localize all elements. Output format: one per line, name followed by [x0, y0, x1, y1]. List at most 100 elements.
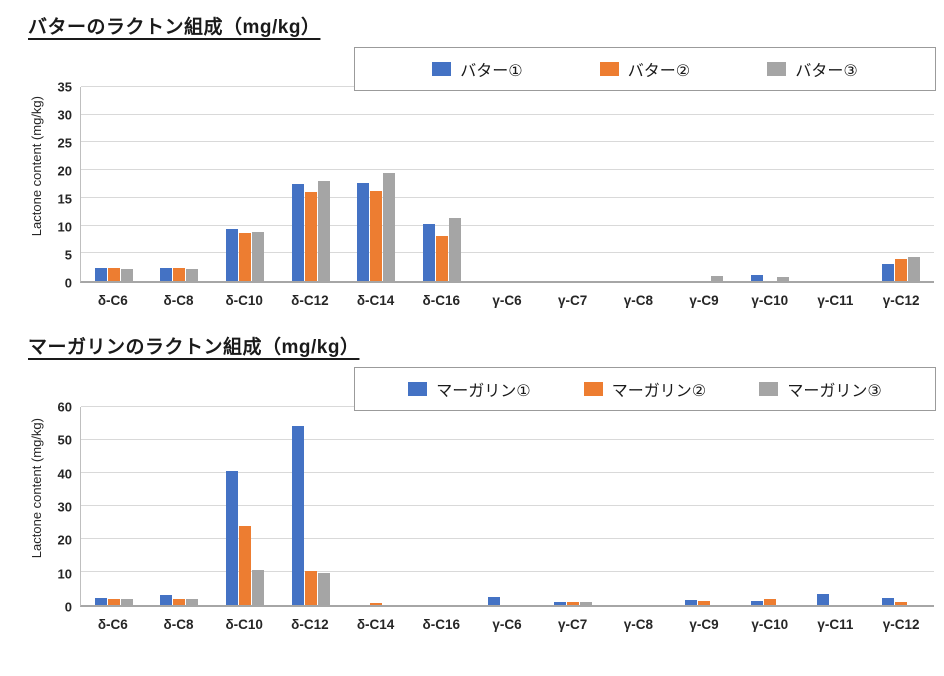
x-tick-label: δ-C10 [225, 293, 263, 308]
legend-swatch [583, 382, 603, 396]
x-tick-label: γ-C10 [751, 617, 789, 632]
y-tick-label: 50 [57, 432, 72, 448]
legend-swatch [432, 62, 452, 76]
bar-マーガリン①-δ-C8 [160, 595, 173, 605]
bar-マーガリン①-γ-C10 [750, 601, 763, 605]
butter-plot-upper: 0 5 10 15 20 25 30 35 バター① バター② バター③ [46, 47, 936, 290]
bar-group-δ-C10 [212, 407, 278, 605]
margarine-legend: マーガリン① マーガリン② マーガリン③ [353, 367, 936, 411]
bar-マーガリン①-γ-C12 [882, 597, 895, 605]
legend-swatch [408, 382, 428, 396]
bar-group-γ-C12 [868, 407, 934, 605]
x-tick-label: γ-C7 [558, 293, 588, 308]
margarine-x-axis: δ-C6 δ-C8 δ-C10 δ-C12 δ-C14 δ-C16 γ-C6 γ-C7 γ-C8… [46, 617, 934, 632]
bar-マーガリン②-δ-C10 [239, 525, 252, 605]
bar-バター①-δ-C6 [94, 268, 107, 281]
x-tick-label: γ-C12 [882, 293, 920, 308]
bar-バター①-δ-C12 [291, 184, 304, 281]
bar-マーガリン③-δ-C8 [186, 599, 199, 605]
bar-マーガリン②-δ-C12 [304, 571, 317, 605]
bar-group-δ-C6 [81, 87, 147, 281]
bar-マーガリン①-δ-C10 [226, 471, 239, 605]
bar-バター②-δ-C10 [239, 233, 252, 281]
y-tick-label: 60 [57, 399, 72, 415]
margarine-plot: マーガリン① マーガリン② マーガリン③ [80, 367, 936, 607]
bar-group-γ-C8 [606, 407, 672, 605]
margarine-plot-area: 0 10 20 30 40 50 60 マーガリン① マーガリン② マーガリン③ δ-C6 δ-C… [46, 367, 936, 632]
x-tick-label: γ-C11 [817, 617, 854, 632]
bar-group-δ-C6 [81, 407, 147, 605]
bar-group-γ-C7 [540, 407, 606, 605]
x-tick-label: δ-C6 [97, 617, 128, 632]
x-tick-label: δ-C8 [163, 293, 194, 308]
margarine-y-axis-title: Lactone content (mg/kg) [28, 418, 44, 559]
gridline [81, 538, 934, 540]
bar-マーガリン①-δ-C6 [94, 598, 107, 605]
bar-バター③-δ-C8 [186, 268, 199, 281]
gridline [81, 505, 934, 506]
bar-バター③-γ-C12 [908, 257, 921, 281]
bar-group-γ-C9 [671, 87, 737, 281]
margarine-y-axis-title-wrap: Lactone content (mg/kg) [26, 373, 46, 632]
x-tick-label: δ-C14 [356, 293, 395, 308]
x-tick-label: δ-C16 [422, 293, 460, 308]
x-tick-label: γ-C8 [623, 293, 653, 308]
x-tick-label: γ-C8 [623, 617, 653, 632]
bar-バター③-γ-C9 [711, 276, 724, 281]
bar-マーガリン②-γ-C10 [763, 599, 776, 605]
bar-マーガリン①-γ-C7 [554, 602, 567, 605]
x-tick-label: δ-C14 [356, 617, 395, 632]
bar-group-δ-C8 [147, 87, 213, 281]
bar-group-γ-C9 [671, 407, 737, 605]
butter-x-axis: δ-C6 δ-C8 δ-C10 δ-C12 δ-C14 δ-C16 γ-C6 γ-C7 γ-C8… [46, 293, 934, 308]
bar-マーガリン②-δ-C8 [173, 599, 186, 605]
margarine-plot-upper: 0 10 20 30 40 50 60 マーガリン① マーガリン② マーガリン③ [46, 367, 936, 614]
y-tick-label: 10 [57, 566, 72, 582]
y-tick-label: 30 [57, 107, 72, 123]
gridline [81, 113, 934, 115]
legend-label: マーガリン② [611, 383, 707, 400]
bar-バター①-δ-C14 [357, 182, 370, 281]
bar-バター③-δ-C6 [120, 269, 133, 281]
butter-y-axis-title: Lactone content (mg/kg) [28, 96, 44, 237]
bar-バター③-δ-C10 [252, 231, 265, 281]
bar-マーガリン②-γ-C7 [567, 602, 580, 605]
legend-label: マーガリン① [436, 383, 531, 400]
x-tick-label: δ-C12 [291, 617, 329, 632]
bar-マーガリン①-γ-C6 [488, 596, 501, 605]
bar-バター②-δ-C8 [173, 267, 186, 281]
bar-マーガリン①-γ-C11 [816, 594, 829, 605]
bar-group-γ-C6 [475, 407, 541, 605]
butter-bars [81, 87, 934, 281]
butter-plot: バター① バター② バター③ [80, 47, 936, 283]
x-tick-label: γ-C6 [492, 617, 522, 632]
x-tick-label: γ-C12 [882, 617, 920, 632]
butter-x-axis-labels: δ-C6 δ-C8 δ-C10 δ-C12 δ-C14 δ-C16 γ-C6 γ-C7 γ-C8… [80, 293, 934, 308]
gridline [81, 571, 934, 573]
bar-group-δ-C12 [278, 87, 344, 281]
legend-swatch [599, 62, 619, 76]
gridline [81, 224, 934, 226]
gridline [81, 169, 934, 171]
y-tick-label: 30 [57, 499, 72, 515]
bar-group-γ-C10 [737, 87, 803, 281]
bar-マーガリン②-δ-C6 [107, 599, 120, 605]
gridline [81, 252, 934, 254]
y-tick-label: 25 [57, 135, 72, 151]
margarine-bars [81, 407, 934, 605]
x-tick-label: γ-C9 [689, 617, 719, 632]
bar-group-γ-C11 [803, 87, 869, 281]
x-tick-label: γ-C6 [492, 293, 522, 308]
legend-swatch [767, 62, 787, 76]
bar-group-γ-C12 [868, 87, 934, 281]
bar-バター②-δ-C6 [107, 268, 120, 281]
bar-バター③-δ-C14 [383, 173, 396, 281]
bar-group-γ-C11 [803, 407, 869, 605]
bar-マーガリン③-δ-C6 [120, 599, 133, 605]
gridline [81, 472, 934, 474]
legend-label: マーガリン③ [787, 383, 882, 400]
bar-マーガリン①-γ-C9 [685, 600, 698, 605]
bar-バター③-δ-C12 [317, 181, 330, 281]
bar-マーガリン③-δ-C10 [252, 570, 265, 605]
